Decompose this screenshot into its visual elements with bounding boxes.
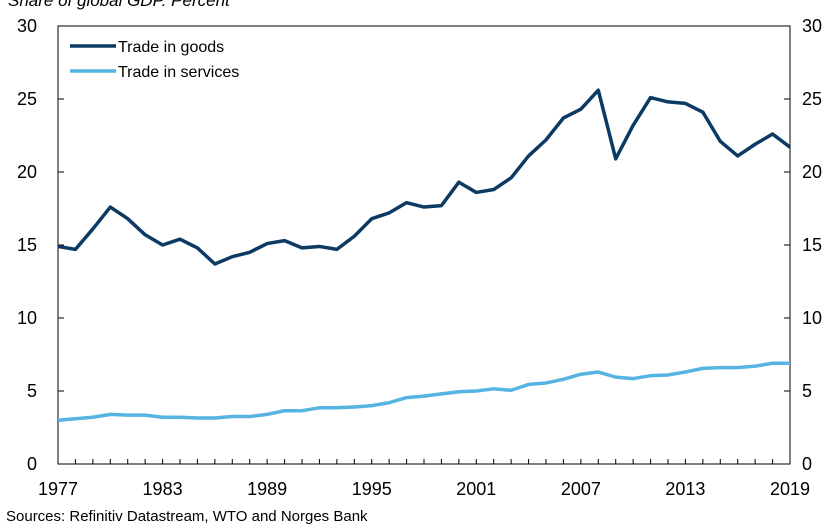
y-tick-label-left: 5 <box>27 381 37 401</box>
y-tick-label-right: 0 <box>802 454 812 474</box>
x-tick-label: 1977 <box>38 479 78 499</box>
x-tick-label: 2001 <box>456 479 496 499</box>
y-tick-label-left: 15 <box>17 235 37 255</box>
x-tick-label: 2013 <box>665 479 705 499</box>
chart-legend: Trade in goods Trade in services <box>70 39 239 81</box>
y-tick-label-left: 25 <box>17 89 37 109</box>
y-tick-label-left: 20 <box>17 162 37 182</box>
y-tick-label-right: 10 <box>802 308 822 328</box>
y-tick-label-right: 15 <box>802 235 822 255</box>
source-note: Sources: Refinitiv Datastream, WTO and N… <box>6 508 368 525</box>
x-tick-label: 1995 <box>352 479 392 499</box>
legend-label: Trade in services <box>118 64 239 81</box>
y-tick-label-right: 20 <box>802 162 822 182</box>
y-tick-label-left: 0 <box>27 454 37 474</box>
y-tick-label-left: 10 <box>17 308 37 328</box>
line-chart: 0 0 5 5 10 10 15 15 20 20 25 25 30 30 1977 1983 1989 1995… <box>17 16 822 499</box>
series-line-goods <box>57 88 792 266</box>
x-tick-label: 1989 <box>247 479 287 499</box>
x-tick-label: 2019 <box>770 479 810 499</box>
series-line-services <box>57 361 790 422</box>
chart-subtitle: Share of global GDP. Percent <box>8 0 230 10</box>
x-tick-label: 2007 <box>561 479 601 499</box>
x-tick-label: 1983 <box>143 479 183 499</box>
chart-series <box>57 88 792 422</box>
legend-label: Trade in goods <box>118 39 224 56</box>
y-tick-label-left: 30 <box>17 16 37 36</box>
y-tick-label-right: 30 <box>802 16 822 36</box>
y-tick-label-right: 25 <box>802 89 822 109</box>
y-tick-label-right: 5 <box>802 381 812 401</box>
chart-axes: 0 0 5 5 10 10 15 15 20 20 25 25 30 30 1977 1983 1989 1995… <box>17 16 822 499</box>
